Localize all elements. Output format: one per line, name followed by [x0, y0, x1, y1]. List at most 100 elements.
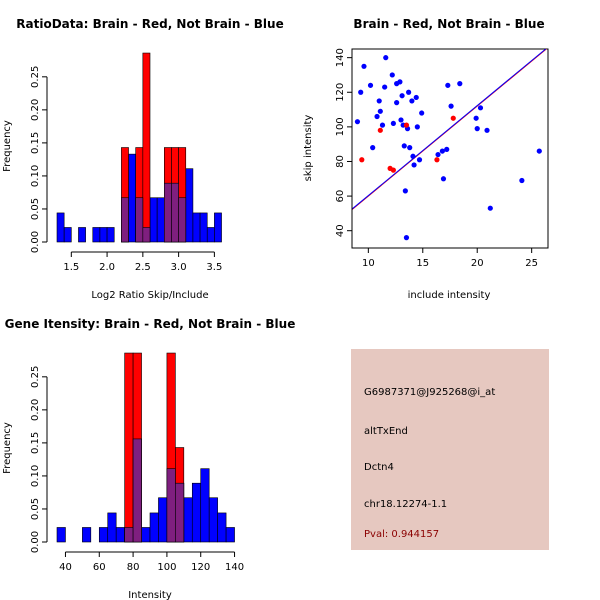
intensity-scatter-plot: Brain - Red, Not Brain - Blue 10 15 20 25 4…	[303, 17, 549, 301]
ratio-x-label: Log2 Ratio Skip/Include	[91, 290, 208, 301]
red-point	[450, 115, 456, 121]
blue-point	[413, 94, 419, 101]
overlap-bar	[142, 227, 151, 243]
blue-bar	[149, 512, 159, 543]
blue-bar	[192, 212, 201, 243]
blue-point	[414, 124, 420, 130]
gene-x-label: Intensity	[128, 590, 172, 600]
x-tick-label: 80	[127, 562, 140, 573]
blue-point	[361, 63, 367, 69]
overlap-bar	[178, 197, 187, 243]
blue-point	[419, 110, 425, 116]
y-tick-label: 0.05	[30, 498, 41, 520]
blue-point	[379, 122, 386, 128]
blue-point	[410, 153, 416, 159]
ratio-y-axis: 0.00 0.05 0.10 0.15 0.20 0.25	[30, 66, 48, 253]
blue-point	[354, 119, 361, 125]
y-tick-label: 0.10	[30, 165, 41, 187]
scatter-x-label: include intensity	[408, 290, 491, 301]
blue-bar	[115, 527, 125, 543]
gene-histogram-title: Gene Itensity: Brain - Red, Not Brain - …	[5, 317, 296, 331]
blue-point	[376, 98, 382, 104]
blue-point	[406, 89, 412, 95]
blue-bar	[199, 212, 208, 243]
y-tick-label: 0.25	[30, 66, 41, 88]
blue-point	[389, 72, 395, 78]
blue-point	[445, 82, 451, 88]
blue-point	[402, 188, 408, 194]
x-tick-label: 3.0	[171, 262, 187, 273]
overlap-bar	[175, 482, 185, 543]
blue-point	[403, 235, 410, 241]
blue-bar	[92, 227, 101, 243]
blue-bar	[128, 153, 136, 243]
x-tick-label: 15	[416, 258, 429, 269]
gene-overlap-bars	[124, 438, 185, 543]
genomic-location: chr18.12274-1.1	[364, 499, 447, 510]
blue-point	[401, 143, 407, 149]
y-tick-label: 140	[335, 48, 346, 67]
y-tick-label: 0.15	[30, 132, 41, 154]
blue-bar	[156, 197, 165, 243]
y-tick-label: 0.05	[30, 198, 41, 220]
p-value: Pval: 0.944157	[364, 529, 439, 540]
blue-bar	[98, 527, 109, 543]
x-tick-label: 60	[93, 562, 106, 573]
x-tick-label: 20	[471, 258, 484, 269]
y-tick-label: 120	[335, 83, 346, 102]
y-tick-label: 0.10	[30, 465, 41, 487]
ratio-y-label: Frequency	[2, 120, 13, 172]
blue-point	[398, 117, 404, 123]
scatter-blue-points	[354, 55, 542, 241]
blue-bar	[185, 168, 194, 243]
blue-point	[536, 148, 542, 154]
info-panel-background	[351, 349, 549, 550]
overlap-bar	[171, 182, 179, 243]
scatter-title: Brain - Red, Not Brain - Blue	[353, 17, 544, 31]
red-point	[403, 122, 410, 128]
y-tick-label: 100	[335, 117, 346, 136]
blue-point	[439, 148, 445, 154]
overlap-bar	[132, 438, 142, 543]
blue-bar	[106, 227, 115, 243]
ratio-x-axis: 1.5 2.0 2.5 3.0 3.5	[63, 251, 222, 273]
blue-bar	[214, 212, 222, 243]
blue-bar	[225, 527, 235, 543]
blue-point	[358, 89, 364, 95]
overlap-bar	[121, 197, 129, 243]
blue-point	[435, 151, 441, 158]
gene-y-label: Frequency	[2, 422, 13, 474]
blue-point	[477, 105, 484, 111]
x-tick-label: 100	[157, 562, 176, 573]
red-bar	[142, 52, 151, 243]
overlap-bar	[166, 468, 176, 543]
blue-point	[367, 82, 374, 88]
blue-point	[484, 127, 490, 133]
ratio-histogram: RatioData: Brain - Red, Not Brain - Blue…	[2, 17, 284, 301]
y-tick-label: 0.00	[30, 531, 41, 553]
blue-point	[457, 81, 463, 87]
gene-blue-bars	[56, 438, 235, 543]
blue-bar	[82, 527, 92, 543]
blue-point	[374, 113, 380, 120]
blue-point	[383, 55, 389, 61]
blue-bar	[183, 497, 193, 543]
blue-point	[370, 145, 376, 151]
gene-y-axis: 0.00 0.05 0.10 0.15 0.20 0.25	[30, 366, 48, 553]
blue-bar	[200, 468, 210, 543]
blue-point	[473, 115, 479, 121]
y-tick-label: 0.25	[30, 366, 41, 388]
blue-bar	[191, 482, 202, 543]
blue-bar	[206, 227, 215, 243]
scatter-fit-lines	[352, 49, 548, 210]
blue-point	[411, 162, 417, 168]
blue-bar	[107, 512, 117, 543]
x-tick-label: 10	[362, 258, 375, 269]
scatter-x-axis: 10 15 20 25	[362, 247, 538, 269]
blue-bar	[149, 197, 158, 243]
blue-point	[444, 146, 450, 152]
x-tick-label: 3.5	[206, 262, 222, 273]
blue-point	[474, 126, 480, 132]
blue-bar	[141, 527, 151, 543]
